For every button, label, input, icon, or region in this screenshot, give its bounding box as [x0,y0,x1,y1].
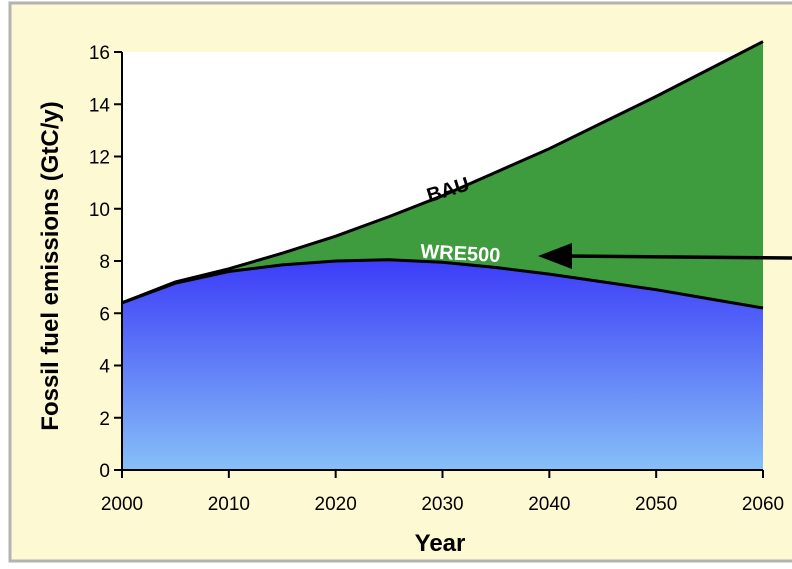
y-tick-label: 8 [99,252,110,273]
x-tick-label: 2020 [315,494,357,515]
y-tick-label: 16 [89,43,110,64]
x-tick-label: 2060 [742,494,784,515]
annotation-arrow-head [538,243,572,269]
y-tick-label: 10 [89,200,110,221]
wre500-area [122,259,763,470]
bau-area [122,41,763,308]
y-tick-label: 12 [89,148,110,169]
x-tick-label: 2040 [528,494,570,515]
x-tick-label: 2030 [421,494,463,515]
y-axis-label: Fossil fuel emissions (GtC/y) [37,101,64,430]
y-tick-label: 6 [99,304,110,325]
series-label-wre500: WRE500 [420,241,501,267]
x-axis-label: Year [415,530,466,557]
y-tick-label: 0 [99,461,110,482]
y-tick-label: 14 [89,95,111,116]
wre500-line [121,258,764,310]
y-tick-label: 2 [99,409,110,430]
annotation-arrow-shaft [564,254,792,260]
x-tick-label: 2000 [101,494,143,515]
bau-line [121,40,764,305]
x-tick-label: 2010 [208,494,250,515]
y-tick-label: 4 [99,357,110,378]
x-tick-label: 2050 [635,494,677,515]
